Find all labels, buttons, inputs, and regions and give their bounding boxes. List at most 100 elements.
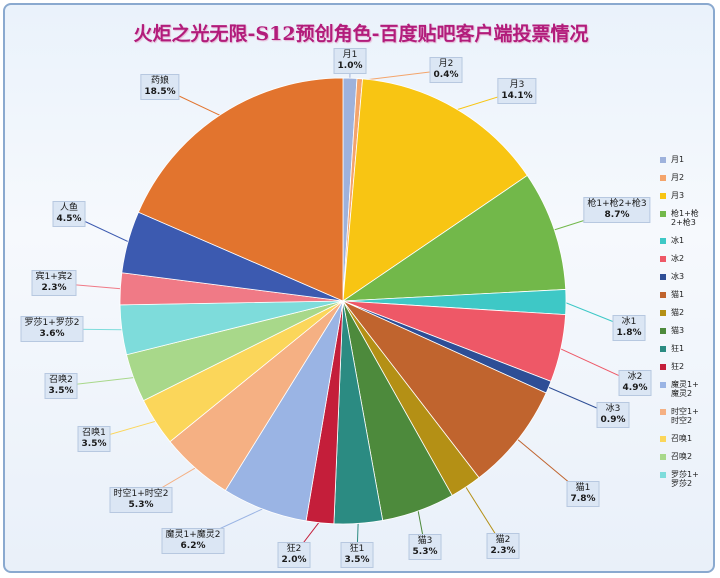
- data-label-name: 魔灵1+魔灵2: [165, 530, 221, 540]
- data-label-name: 月3: [509, 80, 525, 90]
- legend-label: 猫1: [671, 290, 685, 299]
- data-label-14: 时空1+时空2 5.3%: [109, 487, 173, 513]
- data-label-name: 人鱼: [59, 203, 78, 213]
- data-label-pct: 3.5%: [81, 439, 107, 449]
- legend-swatch: [660, 346, 666, 352]
- legend-label: 魔灵1+ 魔灵2: [671, 380, 699, 398]
- legend-swatch: [660, 292, 666, 298]
- data-label-name: 召唤2: [49, 375, 73, 385]
- data-label-pct: 6.2%: [180, 541, 206, 551]
- legend-swatch: [660, 238, 666, 244]
- data-label-pct: 5.3%: [412, 547, 438, 557]
- data-label-pct: 5.3%: [128, 500, 154, 510]
- data-label-pct: 8.7%: [604, 210, 630, 220]
- legend-label: 时空1+ 时空2: [671, 407, 699, 425]
- legend-label: 狂1: [671, 344, 685, 353]
- legend-swatch: [660, 193, 666, 199]
- data-label-18: 宾1+宾2 2.3%: [31, 270, 77, 296]
- data-label-6: 冰2 4.9%: [618, 370, 652, 396]
- legend-label: 冰2: [671, 254, 685, 263]
- data-label-name: 冰1: [621, 317, 637, 327]
- legend-swatch: [660, 328, 666, 334]
- data-label-9: 猫2 2.3%: [486, 533, 520, 559]
- legend-swatch: [660, 409, 666, 415]
- legend-label: 猫3: [671, 326, 685, 335]
- pie-slice-20: [137, 77, 344, 302]
- data-label-name: 月1: [342, 50, 358, 60]
- data-label-pct: 4.9%: [622, 383, 648, 393]
- data-label-pct: 3.6%: [39, 329, 65, 339]
- data-label-pct: 0.4%: [433, 70, 459, 80]
- data-label-11: 狂1 3.5%: [340, 542, 374, 568]
- data-label-pct: 1.8%: [616, 328, 642, 338]
- data-label-12: 狂2 2.0%: [277, 542, 311, 568]
- data-label-name: 猫2: [495, 535, 511, 545]
- data-label-name: 时空1+时空2: [113, 489, 169, 499]
- data-label-10: 猫3 5.3%: [408, 534, 442, 560]
- pie-slice-3: [342, 78, 528, 302]
- legend-swatch: [660, 454, 666, 460]
- data-label-name: 月2: [438, 59, 454, 69]
- chart-frame: 火炬之光无限-S12预创角色-百度贴吧客户端投票情况 月1 1.0% 月2 0.4% 月…: [3, 3, 715, 573]
- legend-label: 月3: [671, 191, 685, 200]
- pie-slice-4: [341, 174, 567, 302]
- legend-label: 狂2: [671, 362, 685, 371]
- legend-swatch: [660, 175, 666, 181]
- data-label-5: 冰1 1.8%: [612, 315, 646, 341]
- legend-label: 召唤2: [671, 452, 693, 461]
- legend-label: 罗莎1+ 罗莎2: [671, 470, 699, 488]
- legend-swatch: [660, 256, 666, 262]
- legend-swatch: [660, 382, 666, 388]
- legend-label: 月2: [671, 173, 685, 182]
- pie-chart: [51, 60, 636, 556]
- data-label-8: 猫1 7.8%: [566, 481, 600, 507]
- data-label-pct: 2.3%: [490, 546, 516, 556]
- data-label-pct: 4.5%: [56, 214, 82, 224]
- data-label-20: 药娘 18.5%: [140, 74, 180, 100]
- data-label-name: 狂1: [349, 544, 365, 554]
- legend-swatch: [660, 436, 666, 442]
- data-label-pct: 2.0%: [281, 555, 307, 565]
- data-label-name: 猫3: [417, 536, 433, 546]
- data-label-name: 召唤1: [82, 428, 106, 438]
- legend-label: 枪1+枪 2+枪3: [671, 209, 699, 227]
- chart-title: 火炬之光无限-S12预创角色-百度贴吧客户端投票情况: [133, 23, 589, 45]
- data-label-19: 人鱼 4.5%: [52, 201, 86, 227]
- data-label-2: 月2 0.4%: [429, 57, 463, 83]
- legend-label: 冰3: [671, 272, 685, 281]
- data-label-name: 药娘: [150, 76, 170, 86]
- legend-label: 月1: [671, 155, 685, 164]
- data-label-7: 冰3 0.9%: [596, 402, 630, 428]
- legend-swatch: [660, 364, 666, 370]
- data-label-pct: 0.9%: [600, 415, 626, 425]
- data-label-13: 魔灵1+魔灵2 6.2%: [161, 528, 225, 554]
- data-label-name: 狂2: [286, 544, 302, 554]
- data-label-15: 召唤1 3.5%: [77, 426, 111, 452]
- data-label-pct: 2.3%: [41, 283, 67, 293]
- data-label-17: 罗莎1+罗莎2 3.6%: [20, 316, 84, 342]
- data-label-name: 猫1: [575, 483, 591, 493]
- data-label-pct: 18.5%: [144, 87, 176, 97]
- data-label-pct: 7.8%: [570, 494, 596, 504]
- data-label-name: 冰2: [627, 372, 643, 382]
- data-label-pct: 1.0%: [337, 61, 363, 71]
- data-label-4: 枪1+枪2+枪3 8.7%: [583, 197, 651, 223]
- data-label-name: 宾1+宾2: [35, 272, 73, 282]
- data-label-pct: 3.5%: [344, 555, 370, 565]
- legend-label: 召唤1: [671, 434, 693, 443]
- pie-slice-8: [342, 300, 547, 479]
- legend-label: 猫2: [671, 308, 685, 317]
- data-label-3: 月3 14.1%: [497, 78, 537, 104]
- legend-swatch: [660, 211, 666, 217]
- legend-label: 冰1: [671, 236, 685, 245]
- data-label-pct: 14.1%: [501, 91, 533, 101]
- legend-swatch: [660, 157, 666, 163]
- legend-swatch: [660, 472, 666, 478]
- legend-swatch: [660, 310, 666, 316]
- data-label-16: 召唤2 3.5%: [44, 373, 78, 399]
- data-label-name: 冰3: [605, 404, 621, 414]
- data-label-name: 罗莎1+罗莎2: [24, 318, 80, 328]
- data-label-pct: 3.5%: [48, 386, 74, 396]
- data-label-1: 月1 1.0%: [333, 48, 367, 74]
- legend-swatch: [660, 274, 666, 280]
